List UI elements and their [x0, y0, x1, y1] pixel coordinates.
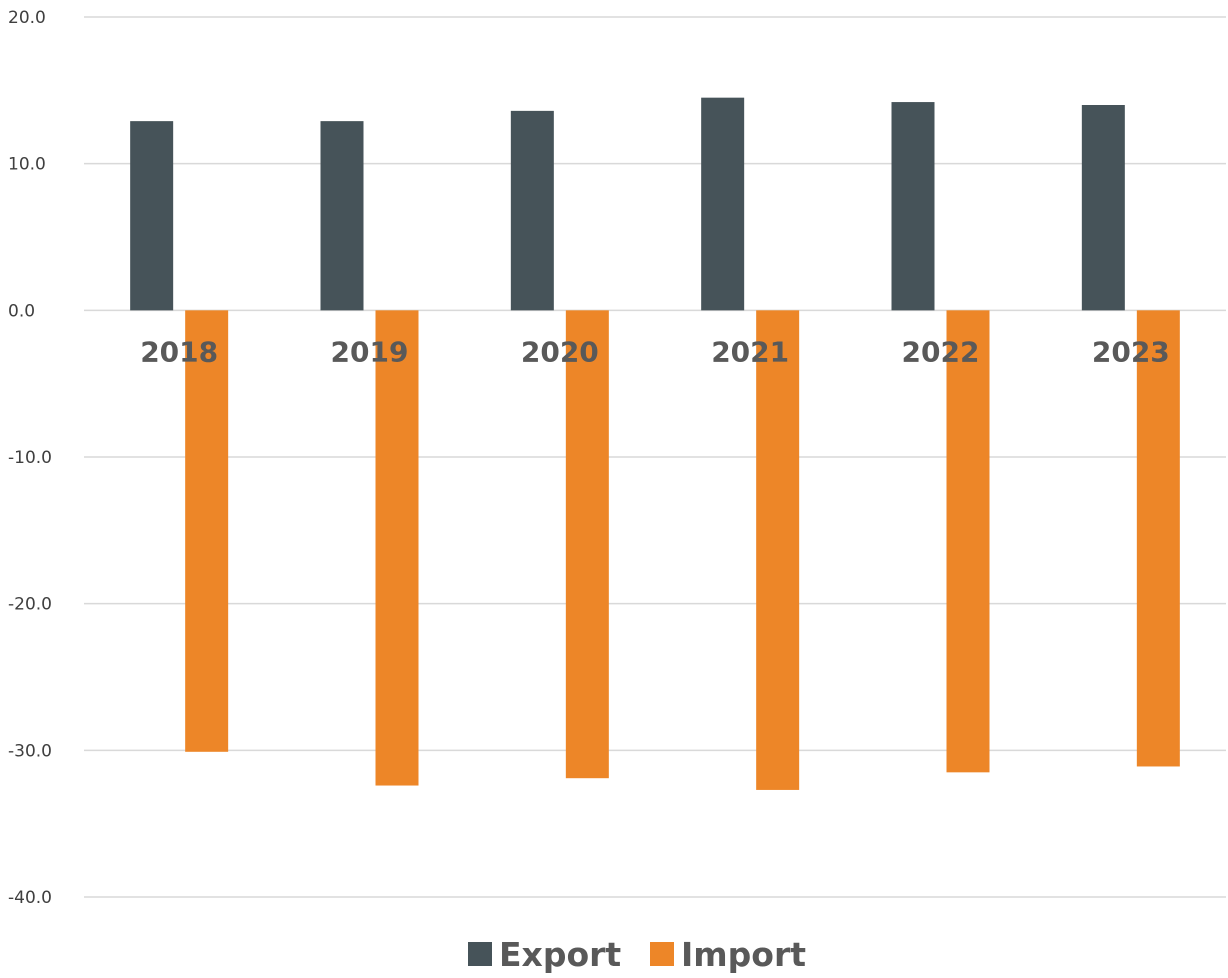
legend: Export Import: [468, 935, 806, 974]
bar-export-2018: [130, 121, 174, 311]
y-tick-label: -30.0: [8, 741, 52, 761]
bar-import-2020: [565, 310, 609, 779]
bar-export-2022: [891, 102, 935, 311]
bar-import-2019: [375, 310, 419, 786]
x-tick-label: 2023: [1092, 335, 1170, 368]
legend-swatch-import: [650, 942, 674, 966]
x-tick-label: 2018: [140, 335, 218, 368]
y-tick-label: -20.0: [8, 595, 52, 615]
bar-export-2019: [320, 121, 364, 311]
bar-import-2023: [1136, 310, 1180, 767]
bar-export-2020: [510, 110, 554, 311]
bar-export-2021: [701, 97, 745, 311]
y-tick-label: -40.0: [8, 888, 52, 908]
x-tick-label: 2021: [711, 335, 789, 368]
legend-label-export: Export: [499, 935, 621, 974]
bar-import-2022: [946, 310, 990, 773]
legend-swatch-export: [468, 942, 492, 966]
x-tick-label: 2022: [902, 335, 980, 368]
y-axis: 20.0 10.0 0.0 -10.0 -20.0 -30.0 -40.0: [8, 8, 52, 908]
bar-export-2023: [1081, 105, 1125, 311]
y-tick-label: -10.0: [8, 448, 52, 468]
y-tick-label: 0.0: [8, 301, 35, 321]
y-tick-label: 10.0: [8, 155, 46, 175]
x-axis: 2018 2019 2020 2021 2022 2023: [140, 335, 1170, 368]
bar-import-2021: [756, 310, 800, 790]
y-tick-label: 20.0: [8, 8, 46, 28]
gridlines: [84, 16, 1226, 898]
x-tick-label: 2020: [521, 335, 599, 368]
legend-label-import: Import: [681, 935, 806, 974]
bar-import-2018: [185, 310, 229, 752]
bars: [130, 97, 1180, 790]
x-tick-label: 2019: [331, 335, 409, 368]
